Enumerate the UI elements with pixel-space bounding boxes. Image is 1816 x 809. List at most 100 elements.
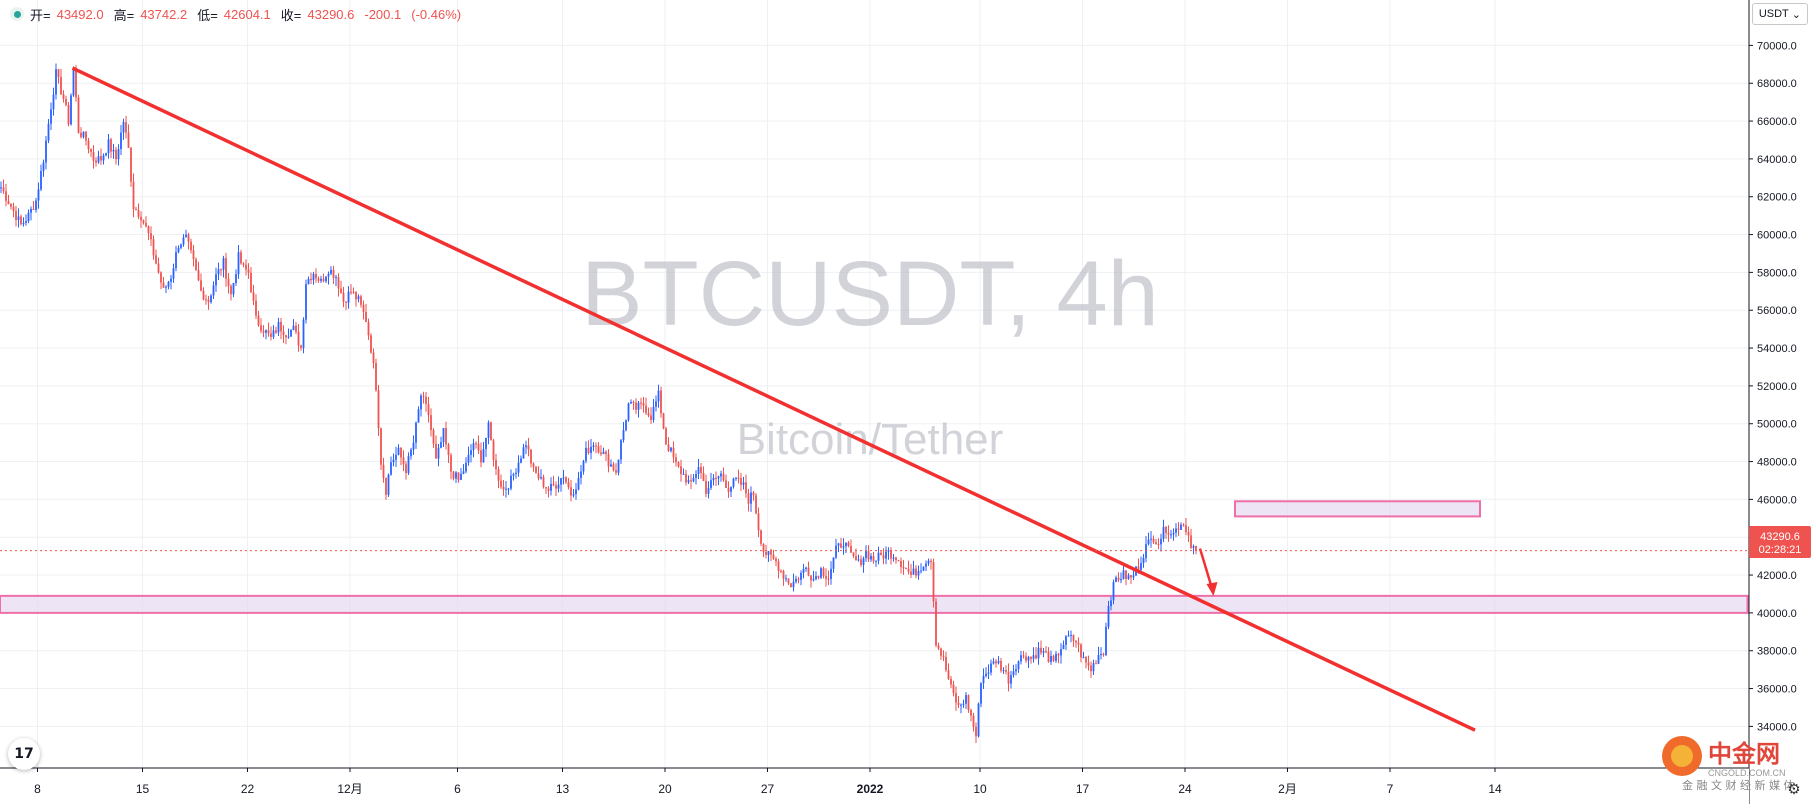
candle-body xyxy=(402,457,405,465)
gear-icon[interactable]: ⚙ xyxy=(1787,781,1801,798)
candle-body xyxy=(757,513,760,531)
currency-dropdown[interactable]: USDT ⌄ xyxy=(1751,3,1808,25)
candle-body xyxy=(470,450,472,455)
candle-body xyxy=(1065,636,1067,645)
price-tick-label: 46000.0 xyxy=(1757,494,1797,506)
brand-logo: 中金网 CNGOLD.COM.CN 金 融 文 财 经 新 媒 体 xyxy=(1662,736,1794,792)
candle-body xyxy=(512,474,515,476)
candle-body xyxy=(320,278,322,281)
candle-body xyxy=(810,575,812,581)
high-value: 43742.2 xyxy=(140,6,188,22)
candle-body xyxy=(1132,575,1135,578)
candle-body xyxy=(545,486,547,489)
candle-body xyxy=(405,464,407,474)
candle-body xyxy=(1090,665,1092,672)
candle-body xyxy=(777,561,780,571)
candle-body xyxy=(542,477,545,487)
candle-body xyxy=(892,557,895,559)
candle-body xyxy=(245,264,247,270)
support-resistance-zones[interactable] xyxy=(0,500,1749,614)
candle-body xyxy=(770,551,772,555)
candle-body xyxy=(115,149,117,160)
candle-body xyxy=(587,447,590,454)
candle-body xyxy=(360,296,362,305)
candle-body xyxy=(952,684,955,694)
candle-body xyxy=(557,484,560,489)
candle-body xyxy=(890,550,892,559)
candle-body xyxy=(1120,579,1122,581)
candle-body xyxy=(1190,535,1192,548)
candle-body xyxy=(287,336,290,338)
price-tick-label: 62000.0 xyxy=(1757,192,1797,204)
candle-body xyxy=(150,233,152,240)
candle-body xyxy=(222,258,225,270)
candle-body xyxy=(862,558,865,565)
candle-body xyxy=(947,670,950,679)
candle-body xyxy=(257,315,260,326)
candle-body xyxy=(17,216,20,221)
candle-body xyxy=(50,109,52,124)
candle-body xyxy=(1052,655,1055,661)
candle-body xyxy=(297,331,300,346)
candle-body xyxy=(40,170,42,190)
candle-body xyxy=(282,331,285,336)
candle-body xyxy=(482,449,485,463)
candle-body xyxy=(802,568,805,573)
candle-body xyxy=(1185,525,1187,533)
candle-body xyxy=(620,440,622,460)
candle-body xyxy=(837,543,840,546)
candle-body xyxy=(1032,655,1035,659)
brand-emblem-inner xyxy=(1671,745,1693,767)
candle-body xyxy=(417,409,420,423)
candle-body xyxy=(600,452,602,455)
candle-body xyxy=(505,488,507,490)
candle-body xyxy=(872,556,875,562)
candle-body xyxy=(790,583,792,588)
candle-body xyxy=(437,447,440,459)
candle-body xyxy=(710,480,712,488)
candle-body xyxy=(1162,526,1165,539)
candle-body xyxy=(1195,546,1197,551)
candle-body xyxy=(747,493,750,504)
candle-body xyxy=(140,216,142,221)
candle-body xyxy=(642,402,645,406)
candle-body xyxy=(517,462,520,473)
candle-body xyxy=(445,428,447,445)
candle-body xyxy=(192,250,195,260)
candle-body xyxy=(995,661,997,664)
price-tick-label: 38000.0 xyxy=(1757,646,1797,658)
candle-body xyxy=(1137,566,1140,570)
time-tick-label: 10 xyxy=(973,782,987,796)
candle-body xyxy=(997,660,1000,664)
time-axis[interactable]: 8 15 22 12月 6 13 20 27 2022 10 17 24 2月 7 14 xyxy=(0,767,1749,804)
candle-body xyxy=(100,156,102,161)
candle-body xyxy=(842,546,845,548)
candle-body xyxy=(490,422,492,441)
candle-body xyxy=(155,255,157,264)
candle-body xyxy=(1010,675,1012,684)
candle-body xyxy=(355,291,357,300)
candle-body xyxy=(755,495,757,514)
candle-body xyxy=(855,556,857,561)
candle-body xyxy=(1075,640,1077,643)
candle-body xyxy=(540,477,542,479)
candle-body xyxy=(787,578,790,584)
price-tick-label: 68000.0 xyxy=(1757,78,1797,90)
candle-body xyxy=(760,530,762,544)
drawings[interactable] xyxy=(0,66,1749,732)
candle-body xyxy=(210,295,212,303)
price-tick-label: 36000.0 xyxy=(1757,684,1797,696)
candle-body xyxy=(580,471,582,478)
candle-body xyxy=(322,278,325,282)
candle-body xyxy=(597,446,600,453)
price-axis[interactable]: 34000.036000.038000.040000.042000.044000… xyxy=(1748,0,1816,804)
candle-body xyxy=(162,282,165,288)
price-tick-label: 54000.0 xyxy=(1757,343,1797,355)
candle-body xyxy=(452,471,455,479)
candle-body xyxy=(170,278,172,282)
price-zone xyxy=(1234,500,1481,518)
candle-body xyxy=(627,403,630,421)
tradingview-logo-icon[interactable]: 17 xyxy=(8,738,40,770)
